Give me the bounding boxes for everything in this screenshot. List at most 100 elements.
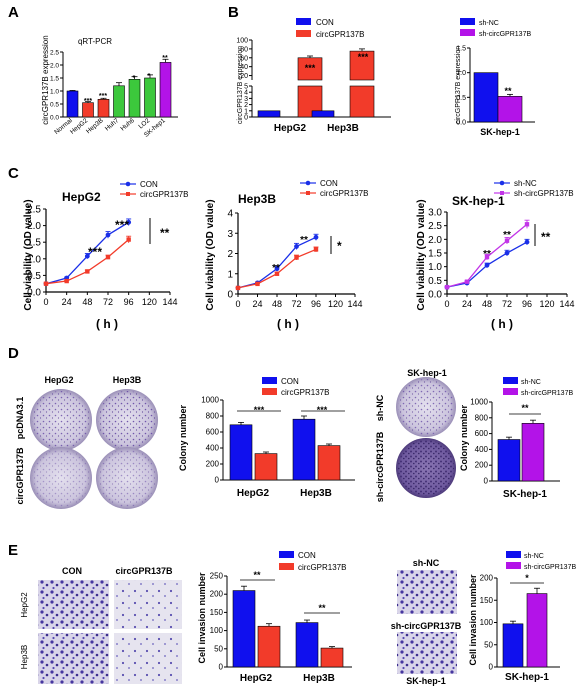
panel-label-c: C [8,165,19,182]
c-xtick-label: 0 [235,299,240,309]
c-point [524,239,530,245]
panel-e-bars: HepG2 Hep3B [232,585,344,684]
panel-c2-axes: 0 1 2 3 4 0 24 48 72 96 120 144 [227,209,362,310]
e-ytick-label: 150 [210,608,224,617]
panel-b-right-chart: sh-NC sh-circGPR137B circGPR137B express… [455,18,535,137]
er-ytick-label: 200 [480,574,494,583]
c-xtick-label: 72 [103,297,113,307]
c-xtick-label: 144 [162,297,177,307]
colony-dish-hep3b-con [96,389,158,451]
bar-d-con-hep3b [292,418,316,481]
c-xtick-label: 96 [311,299,321,309]
sig-e-hepg2: ** [253,570,261,580]
legend-b-circ: circGPR137B [316,30,364,39]
d-ytick-label: 600 [206,428,220,437]
legend-c2-con: CON [320,179,338,188]
c-ytick-label: 2.0 [428,235,442,246]
c-xtick-label: 48 [272,299,282,309]
d-row-head-circ: circGPR137B [15,447,25,505]
c-xtick-label: 0 [444,299,449,309]
bar-d-circ-hepg2 [254,453,278,481]
c-xtick-label: 72 [502,299,512,309]
er-ytick-label: 100 [480,618,494,627]
b-ytick-label: 100 [236,38,248,45]
er-ytick-label: 150 [480,596,494,605]
c-point [504,250,510,256]
bar-b-con-hep3b [311,110,335,118]
d-ytick-label: 400 [206,444,220,453]
sig-a-huh6: * [133,75,136,82]
legend-e-shcirc: sh-circGPR137B [524,564,576,571]
xtick-label-d: Hep3B [300,488,332,499]
panel-d-right-chart: sh-NC sh-circGPR137B Colony number 0 200 4… [459,377,573,500]
legend-swatch-e-shcirc [506,562,521,569]
c-xtick-label: 48 [82,297,92,307]
c-xtick-label: 120 [328,299,343,309]
bar-d-right-shnc [497,439,521,482]
panel-c2-legend: CON circGPR137B [300,179,368,198]
panel-label-d: D [8,345,19,362]
panel-a-chart: qRT-PCR circGPR137B expression 0.0 0.5 1.0… [41,35,178,139]
panel-c1-legend: CON circGPR137B [120,180,188,199]
panel-b-right-ylabel: circGPR137B expression [455,46,462,124]
a-ytick-label: 1.0 [50,89,59,96]
sig-a-skhep1: ** [162,55,168,62]
legend-b-shnc: sh-NC [479,20,499,27]
sig-a-hepg2: *** [84,98,92,105]
xtick-label-a: Huh7 [104,117,121,133]
e-ytick-label: 100 [210,626,224,635]
legend-swatch-e-con [279,551,294,558]
panel-label-e: E [8,542,18,559]
sig-c2-48: ** [272,263,280,274]
panel-e-right-xlabel: SK-hep-1 [505,672,549,683]
c-point [504,238,510,243]
bar-b-con-hepg2 [257,110,281,118]
invasion-img-hepg2-circ [114,580,182,629]
c-ytick-label: 0 [227,290,233,301]
invasion-img-skhep1-shcirc [397,632,457,674]
c-point [524,222,530,227]
sig-d-hep3b: *** [317,405,328,415]
sig-b-hep3b: *** [358,52,369,62]
panel-d-bars: HepG2 Hep3B [229,415,341,499]
panel-e-left-images: CON circGPR137B HepG2 Hep3B [20,566,182,684]
legend-swatch-shcirc [460,29,475,36]
invasion-img-hep3b-con [38,633,109,684]
a-ytick-label: 1.5 [50,76,59,83]
panel-b-bars: HepG2 Hep3B [257,48,375,134]
br-ytick-label: 0.5 [456,95,466,102]
d-ytick-label: 800 [206,412,220,421]
e-row-head-hepg2: HepG2 [20,592,29,618]
c-point [126,237,131,242]
legend-swatch-con [296,18,311,25]
legend-c3-shcirc: sh-circGPR137B [514,189,574,198]
e-row-head-hep3b: Hep3B [20,645,29,669]
panel-e-right-images: sh-NC sh-circGPR137B SK-hep-1 [391,558,462,686]
panel-e-left-chart: CON circGPR137B Cell invasion number 0 50… [197,551,352,684]
panel-c1-ylabel: Cell viability (OD value) [23,199,34,310]
c-xtick-label: 24 [462,299,472,309]
sig-c2-side: * [337,239,342,253]
c-point [274,271,280,276]
b-ytick-label: 20 [240,73,248,80]
a-ytick-label: 0.5 [50,102,59,109]
c-xtick-label: 120 [539,299,554,309]
dr-ytick-label: 800 [475,413,489,422]
b-ytick-label: 4 [244,90,248,97]
br-ytick-label: 0.0 [456,120,466,127]
sig-c3-side: ** [541,230,551,244]
c-point [313,247,319,252]
c-ytick-label: 3 [227,229,233,240]
xtick-label-a: Huh6 [119,117,136,133]
panel-c1-lines [43,218,132,287]
c-xtick-label: 144 [347,299,362,309]
d-ytick-label: 200 [206,460,220,469]
c-xtick-label: 24 [62,297,72,307]
c-xtick-label: 0 [43,297,48,307]
bar-e-circ-hepg2 [257,625,281,668]
panel-label-a: A [8,4,19,21]
d-ytick-label: 1000 [201,396,219,405]
colony-dish-hepg2-circ [30,447,92,509]
bar-b-circ-lower-hep3b [349,85,375,118]
panel-c2-lines [235,233,319,291]
